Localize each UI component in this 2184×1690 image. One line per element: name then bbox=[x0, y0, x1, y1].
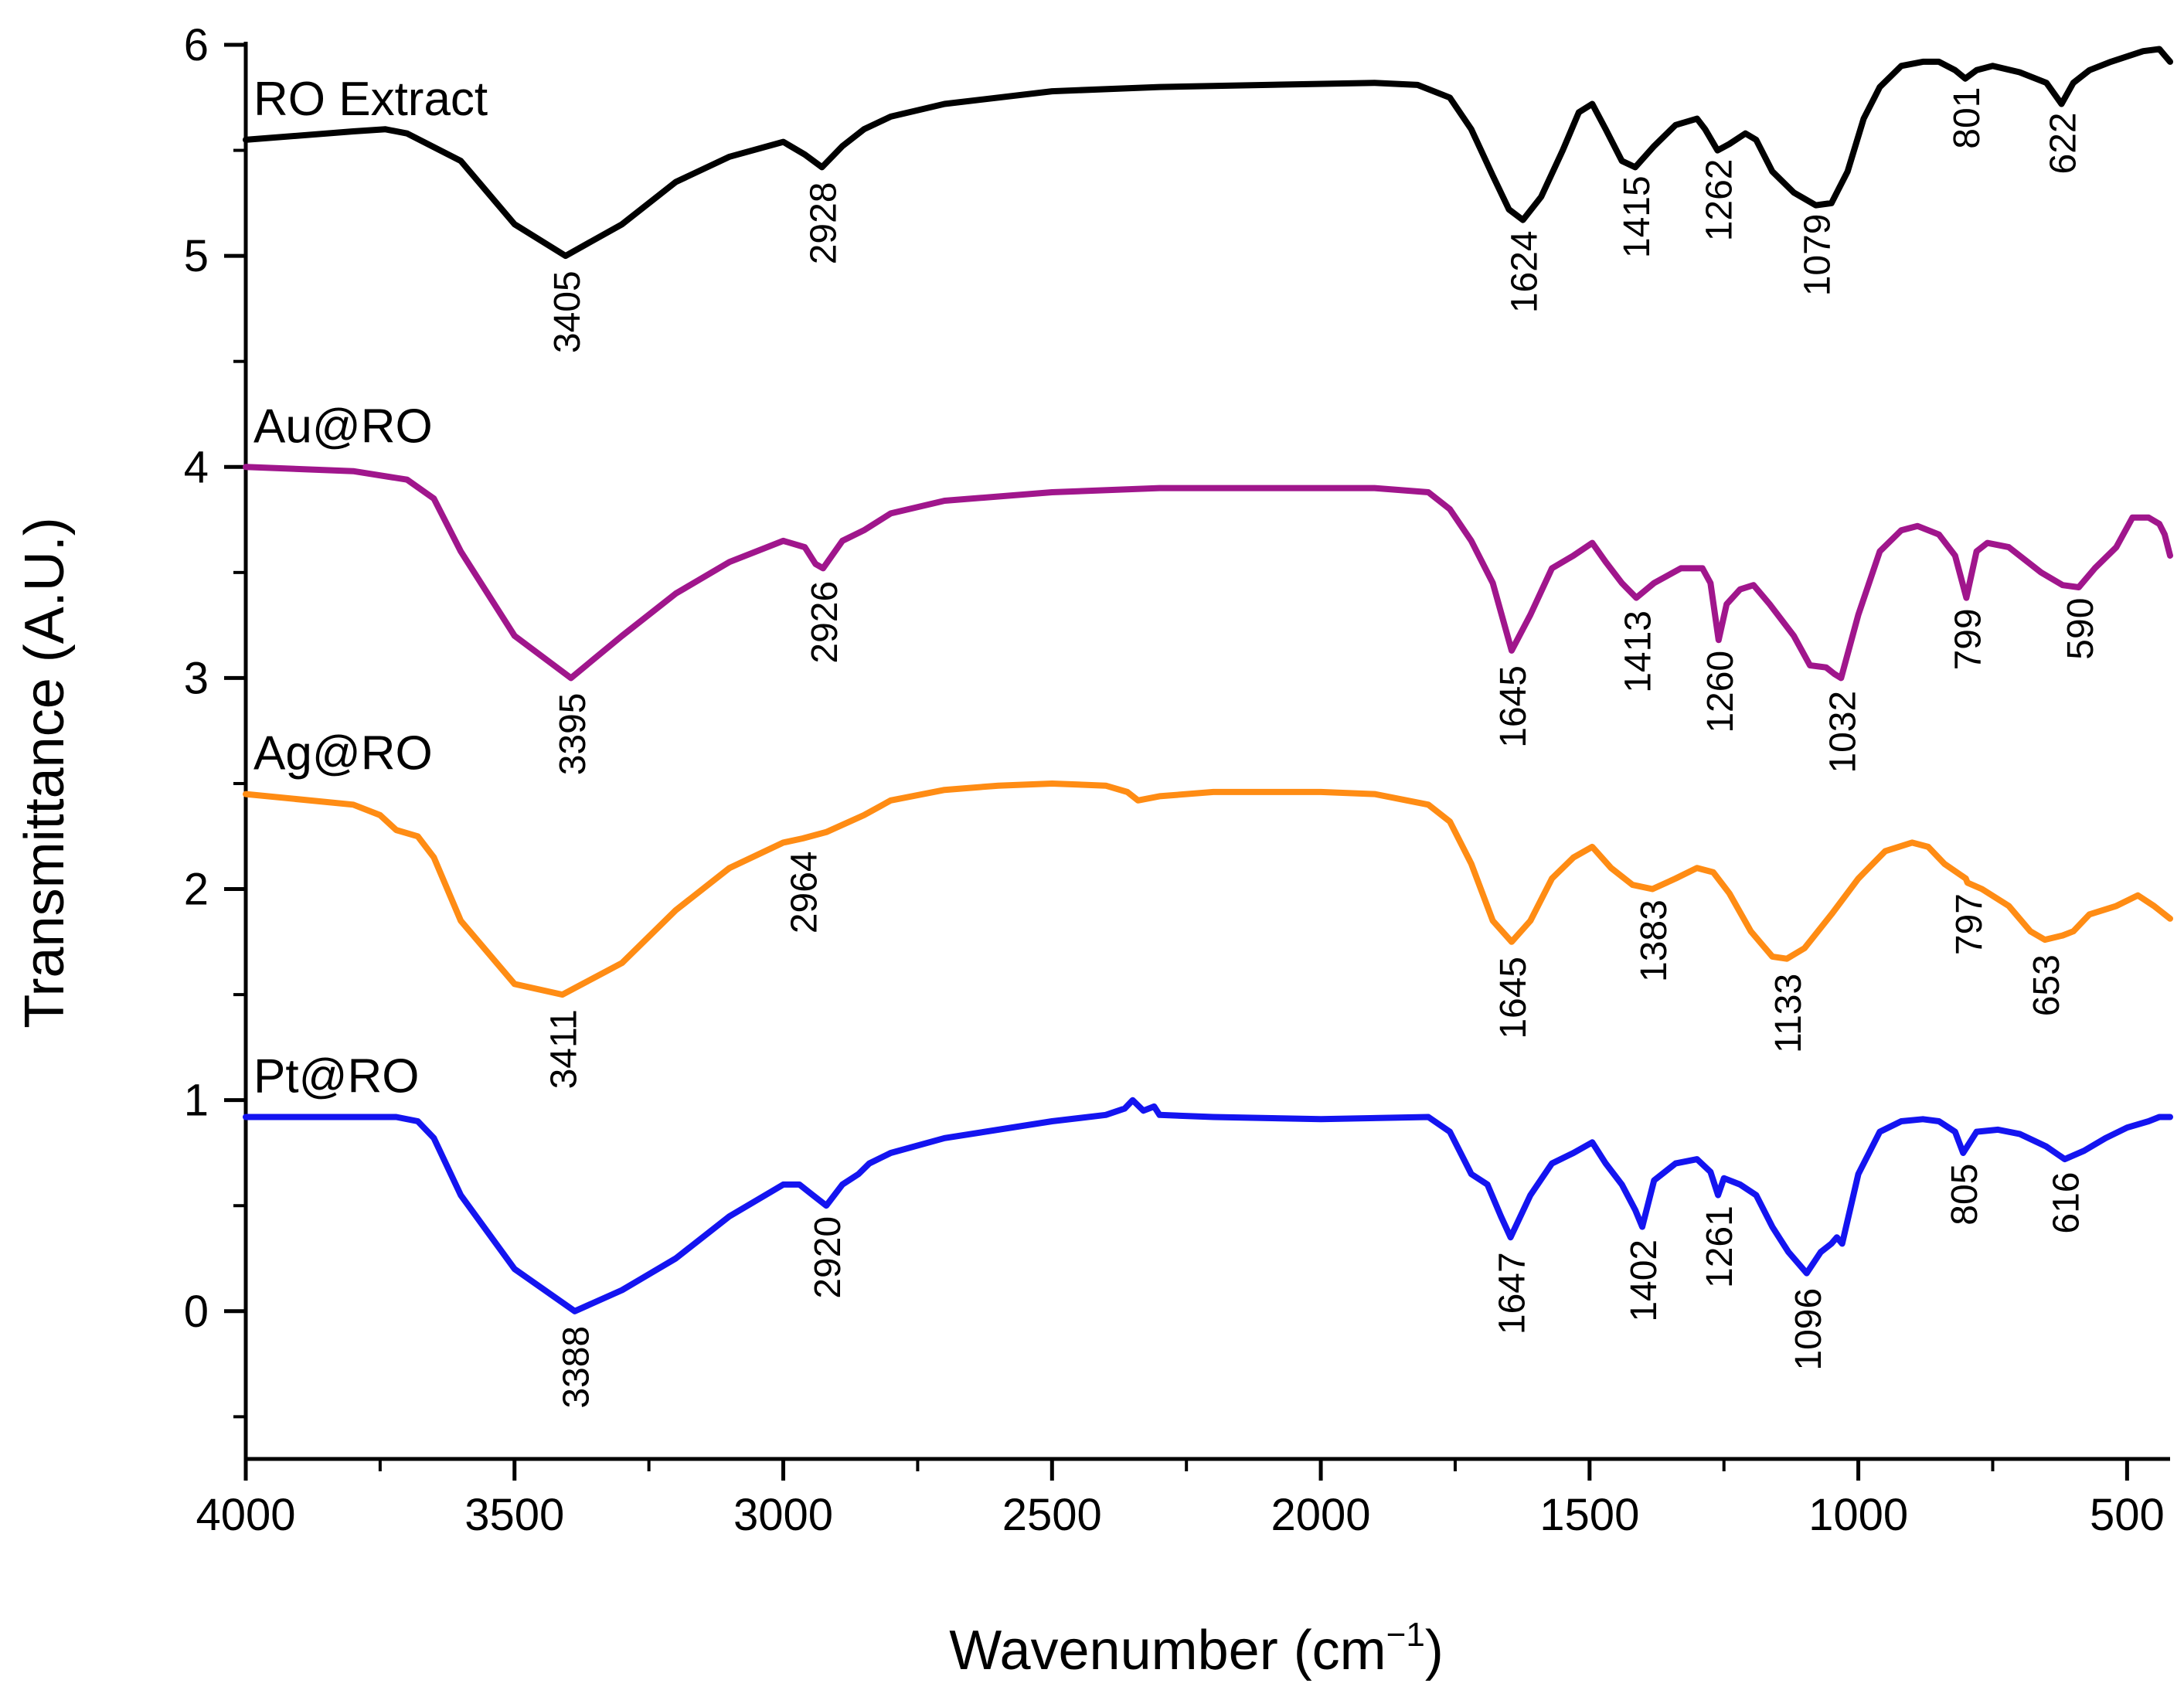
x-axis: 4000 3500 3000 2500 2000 1500 1000 500 bbox=[196, 1457, 2170, 1540]
peak-label: 1260 bbox=[1700, 651, 1741, 733]
peak-label: 2964 bbox=[784, 851, 825, 933]
peak-label: 1645 bbox=[1493, 957, 1534, 1039]
peak-label: 1402 bbox=[1624, 1239, 1665, 1322]
peak-label: 1645 bbox=[1493, 665, 1534, 748]
peak-label: 1415 bbox=[1617, 175, 1658, 258]
peak-label: 1647 bbox=[1492, 1252, 1533, 1335]
series-label-au-ro: Au@RO bbox=[253, 400, 433, 453]
series-label-ro-extract: RO Extract bbox=[253, 73, 488, 126]
peak-labels: 3405 2928 1624 1415 1262 1079 801 622 3395 2926 16… bbox=[544, 87, 2101, 1409]
y-tick-label: 3 bbox=[184, 653, 209, 703]
y-tick-label: 5 bbox=[184, 231, 209, 281]
peak-label: 799 bbox=[1948, 608, 1988, 670]
series-label-ag-ro: Ag@RO bbox=[253, 727, 433, 780]
x-tick-label: 4000 bbox=[196, 1490, 295, 1540]
peak-label: 3405 bbox=[547, 270, 588, 353]
series-line-pt-ro bbox=[243, 1097, 2173, 1314]
series-line-ro-extract bbox=[243, 46, 2173, 260]
peak-label: 1413 bbox=[1618, 610, 1658, 693]
peak-label: 1383 bbox=[1634, 899, 1675, 982]
peak-label: 622 bbox=[2043, 112, 2084, 174]
peak-label: 801 bbox=[1947, 87, 1988, 149]
series-line-ag-ro bbox=[243, 780, 2173, 998]
x-tick-label: 3500 bbox=[464, 1490, 564, 1540]
y-axis: 0 1 2 3 4 5 6 bbox=[184, 20, 248, 1459]
series-labels: RO Extract Au@RO Ag@RO Pt@RO bbox=[253, 73, 488, 1103]
peak-label: 797 bbox=[1949, 893, 1990, 955]
x-tick-label: 500 bbox=[2090, 1490, 2165, 1540]
peak-label: 1032 bbox=[1822, 691, 1863, 774]
peak-label: 3411 bbox=[544, 1009, 585, 1089]
peak-label: 1079 bbox=[1798, 214, 1839, 297]
x-axis-title-superscript: −1 bbox=[1386, 1616, 1425, 1654]
peak-label: 1133 bbox=[1768, 974, 1809, 1053]
x-axis-title-text: Wavenumber (cm bbox=[949, 1620, 1386, 1681]
series-label-pt-ro: Pt@RO bbox=[253, 1050, 420, 1103]
x-tick-label: 1500 bbox=[1539, 1490, 1639, 1540]
x-axis-title-close: ) bbox=[1425, 1620, 1444, 1681]
x-axis-title: Wavenumber (cm−1) bbox=[949, 1616, 1444, 1681]
peak-label: 2926 bbox=[805, 581, 845, 664]
peak-label: 653 bbox=[2026, 954, 2067, 1016]
x-tick-label: 3000 bbox=[733, 1490, 833, 1540]
peak-label: 3388 bbox=[556, 1326, 597, 1409]
peak-label: 1624 bbox=[1505, 230, 1546, 313]
peak-label: 805 bbox=[1944, 1164, 1985, 1226]
peak-label: 2928 bbox=[804, 182, 845, 265]
y-tick-label: 2 bbox=[184, 865, 209, 915]
peak-label: 616 bbox=[2046, 1172, 2087, 1234]
x-tick-label: 2000 bbox=[1271, 1490, 1371, 1540]
y-tick-label: 0 bbox=[184, 1287, 209, 1337]
series-line-au-ro bbox=[243, 464, 2173, 682]
peak-label: 1261 bbox=[1699, 1205, 1740, 1288]
y-tick-label: 4 bbox=[184, 442, 209, 492]
peak-label: 2920 bbox=[808, 1216, 849, 1299]
peak-label: 1262 bbox=[1699, 159, 1740, 242]
y-axis-title: Transmittance (A.U.) bbox=[14, 517, 76, 1028]
peak-label: 1096 bbox=[1788, 1288, 1829, 1371]
peak-label: 3395 bbox=[553, 693, 594, 776]
x-tick-label: 2500 bbox=[1002, 1490, 1102, 1540]
series-lines bbox=[243, 46, 2173, 1314]
peak-label: 590 bbox=[2060, 598, 2101, 660]
x-tick-label: 1000 bbox=[1808, 1490, 1908, 1540]
y-tick-label: 6 bbox=[184, 20, 209, 70]
y-tick-label: 1 bbox=[184, 1076, 209, 1126]
